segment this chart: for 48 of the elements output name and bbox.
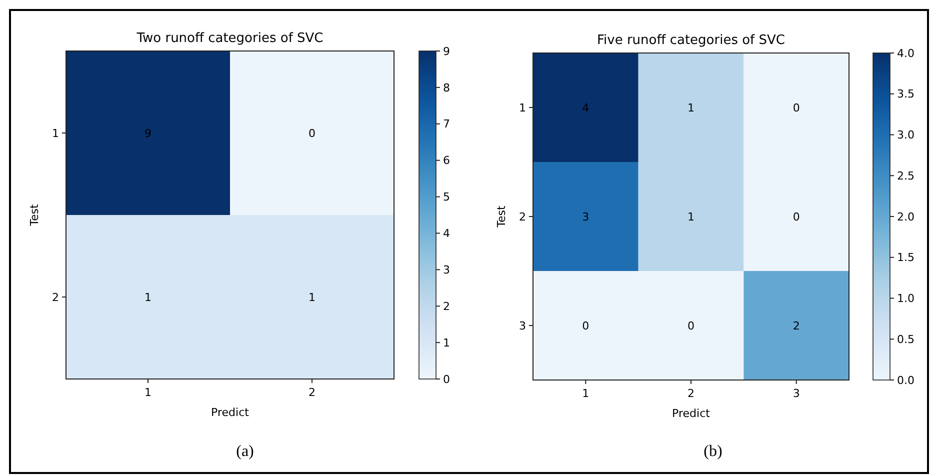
data-label: 1 bbox=[688, 101, 694, 114]
x-tick-label: 1 bbox=[144, 386, 152, 399]
data-label: 0 bbox=[792, 101, 800, 114]
x-tick-label: 2 bbox=[308, 386, 316, 399]
data-label: 9 bbox=[144, 126, 152, 140]
color-bar-label: 2 bbox=[443, 300, 450, 313]
color-bar-label: 0 bbox=[443, 372, 450, 386]
color-bar-label: 3.5 bbox=[897, 88, 914, 101]
color-bar-label: 2.0 bbox=[897, 210, 914, 224]
data-label: 0 bbox=[688, 319, 694, 332]
color-bar-label: 0.5 bbox=[897, 332, 914, 346]
color-bar-label: 8 bbox=[443, 81, 450, 94]
chart-title: Two runoff categories of SVC bbox=[136, 31, 324, 46]
color-bar-label: 6 bbox=[443, 154, 450, 168]
x-tick-label: 3 bbox=[792, 387, 800, 400]
data-label: 1 bbox=[688, 210, 694, 224]
x-axis-title: Predict bbox=[211, 406, 250, 419]
x-axis-title: Predict bbox=[672, 407, 711, 420]
data-label: 2 bbox=[792, 319, 800, 332]
x-tick-label: 1 bbox=[582, 387, 590, 400]
color-bar-label: 2.5 bbox=[897, 169, 914, 182]
color-bar-label: 9 bbox=[443, 44, 450, 58]
color-bar-label: 1.0 bbox=[897, 292, 914, 306]
data-label: 4 bbox=[582, 101, 590, 114]
data-label: 3 bbox=[582, 210, 590, 224]
color-bar-label: 1.5 bbox=[897, 251, 914, 264]
data-label: 1 bbox=[144, 290, 152, 304]
y-axis-title: Test bbox=[28, 203, 41, 227]
color-bar-label: 4 bbox=[443, 227, 450, 240]
text: (a) bbox=[236, 443, 254, 460]
data-label: 1 bbox=[308, 290, 316, 304]
text: (b) bbox=[704, 443, 722, 460]
y-tick-label: 3 bbox=[519, 319, 526, 332]
y-tick-label: 2 bbox=[519, 210, 526, 224]
color-bar-label: 3.0 bbox=[897, 128, 914, 142]
color-bar-label: 3 bbox=[443, 264, 450, 277]
y-tick-label: 1 bbox=[519, 101, 526, 114]
chart-title: Five runoff categories of SVC bbox=[597, 33, 785, 48]
data-label: 0 bbox=[792, 210, 800, 224]
color-bar-label: 5 bbox=[443, 190, 450, 204]
color-bar-label: 7 bbox=[443, 118, 450, 131]
data-label: 0 bbox=[582, 319, 590, 332]
data-label: 0 bbox=[308, 126, 316, 140]
color-bar-label: 0.0 bbox=[897, 374, 914, 387]
y-axis-title: Test bbox=[495, 204, 508, 228]
color-bar-label: 1 bbox=[443, 336, 450, 350]
color-bar-label: 4.0 bbox=[897, 46, 914, 60]
x-tick-label: 2 bbox=[688, 387, 694, 400]
